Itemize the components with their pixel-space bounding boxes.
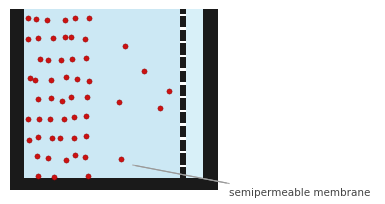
Text: semipermeable membrane: semipermeable membrane [229,187,370,197]
Point [25,38,32,42]
Bar [186,10,203,178]
Point [68,96,74,100]
Point [60,118,67,121]
Point [50,38,57,41]
Point [122,45,128,49]
Bar [180,72,186,83]
Point [62,36,68,40]
Point [48,79,54,82]
Point [68,37,74,40]
Point [63,75,69,79]
Bar [180,126,186,137]
Point [32,18,38,21]
Point [166,90,172,93]
Bar [180,113,186,124]
Bar [180,140,186,151]
Point [69,59,75,62]
Point [26,138,32,142]
Bar [203,10,218,190]
Point [118,157,124,161]
Point [45,59,51,62]
Bar [180,154,186,165]
Point [57,137,63,140]
Point [84,96,90,100]
Point [51,176,57,179]
Point [35,135,42,139]
Bar [180,44,186,55]
Point [86,80,92,83]
Point [70,137,77,140]
Bar [180,167,186,178]
Point [83,57,89,60]
Bar [10,10,24,190]
Point [141,70,147,73]
Bar [180,17,186,28]
Bar [24,10,180,178]
Point [157,106,163,110]
Point [48,97,54,100]
Point [44,19,50,23]
Point [25,18,32,21]
Bar [10,178,218,190]
Point [72,18,79,21]
Point [37,58,43,61]
Point [36,118,42,121]
Point [82,156,88,159]
Point [25,118,31,121]
Point [32,79,38,82]
Point [82,135,89,138]
Point [82,39,88,42]
Point [58,59,64,62]
Bar [180,99,186,110]
Point [59,100,65,103]
Point [35,37,41,40]
Point [62,19,68,22]
Point [63,159,69,162]
Point [45,156,51,160]
Bar [180,31,186,42]
Point [116,100,122,104]
Point [86,18,92,21]
Point [49,137,55,140]
Point [27,77,33,80]
Point [47,118,53,121]
Point [35,98,41,101]
Point [72,154,79,157]
Point [74,78,80,81]
Bar [180,10,186,14]
Point [33,154,40,157]
Point [85,174,91,178]
Point [83,115,89,118]
Bar [180,58,186,69]
Point [35,175,41,178]
Point [71,116,77,119]
Bar [180,85,186,96]
